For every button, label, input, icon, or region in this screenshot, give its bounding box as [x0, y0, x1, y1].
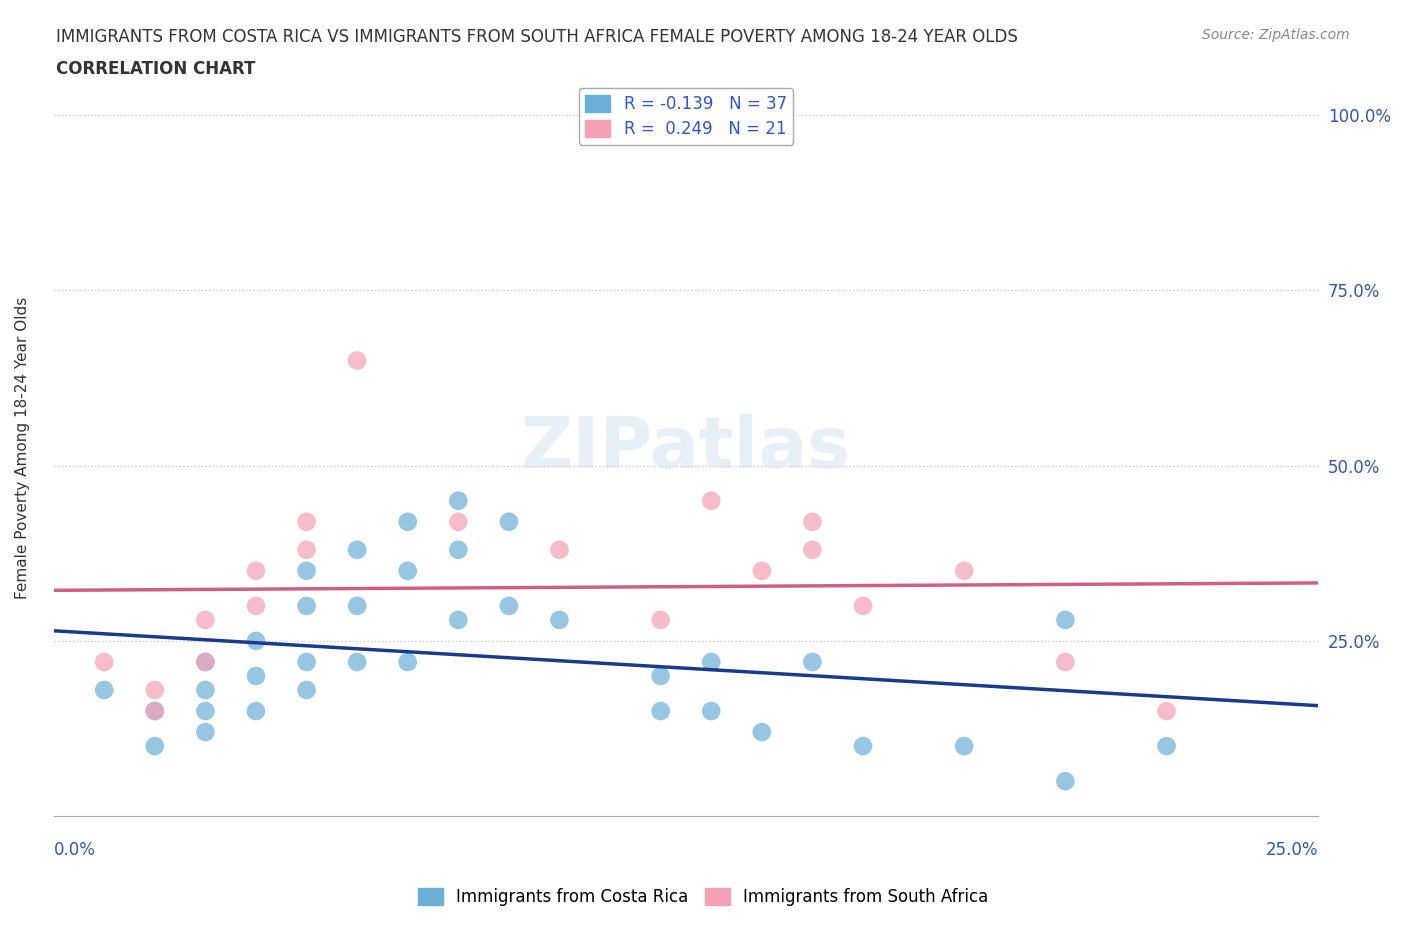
Point	[447, 613, 470, 628]
Y-axis label: Female Poverty Among 18-24 Year Olds: Female Poverty Among 18-24 Year Olds	[15, 297, 30, 599]
Point	[245, 564, 267, 578]
Point	[346, 598, 368, 613]
Point	[1054, 613, 1077, 628]
Point	[194, 613, 217, 628]
Point	[650, 613, 672, 628]
Point	[295, 655, 318, 670]
Point	[295, 598, 318, 613]
Point	[295, 683, 318, 698]
Point	[1054, 774, 1077, 789]
Text: CORRELATION CHART: CORRELATION CHART	[56, 60, 256, 78]
Point	[700, 704, 723, 719]
Point	[447, 542, 470, 557]
Text: 0.0%: 0.0%	[53, 842, 96, 859]
Point	[245, 704, 267, 719]
Point	[650, 704, 672, 719]
Point	[396, 564, 419, 578]
Point	[801, 514, 824, 529]
Point	[953, 738, 976, 753]
Point	[346, 542, 368, 557]
Point	[295, 514, 318, 529]
Legend: Immigrants from Costa Rica, Immigrants from South Africa: Immigrants from Costa Rica, Immigrants f…	[411, 881, 995, 912]
Point	[295, 564, 318, 578]
Point	[93, 655, 115, 670]
Point	[245, 633, 267, 648]
Text: 25.0%: 25.0%	[1265, 842, 1319, 859]
Point	[143, 704, 166, 719]
Point	[801, 655, 824, 670]
Point	[295, 542, 318, 557]
Point	[396, 514, 419, 529]
Point	[194, 724, 217, 739]
Point	[548, 613, 571, 628]
Point	[346, 655, 368, 670]
Point	[447, 514, 470, 529]
Point	[194, 683, 217, 698]
Point	[194, 704, 217, 719]
Point	[346, 353, 368, 368]
Point	[700, 493, 723, 508]
Point	[700, 655, 723, 670]
Point	[498, 598, 520, 613]
Point	[143, 738, 166, 753]
Point	[953, 564, 976, 578]
Point	[498, 514, 520, 529]
Point	[194, 655, 217, 670]
Point	[801, 542, 824, 557]
Point	[93, 683, 115, 698]
Point	[1156, 704, 1178, 719]
Point	[1054, 655, 1077, 670]
Point	[143, 704, 166, 719]
Point	[650, 669, 672, 684]
Text: Source: ZipAtlas.com: Source: ZipAtlas.com	[1202, 28, 1350, 42]
Point	[751, 564, 773, 578]
Point	[245, 669, 267, 684]
Point	[751, 724, 773, 739]
Point	[396, 655, 419, 670]
Point	[852, 738, 875, 753]
Point	[852, 598, 875, 613]
Legend: R = -0.139   N = 37, R =  0.249   N = 21: R = -0.139 N = 37, R = 0.249 N = 21	[578, 88, 793, 145]
Text: IMMIGRANTS FROM COSTA RICA VS IMMIGRANTS FROM SOUTH AFRICA FEMALE POVERTY AMONG : IMMIGRANTS FROM COSTA RICA VS IMMIGRANTS…	[56, 28, 1018, 46]
Point	[1156, 738, 1178, 753]
Point	[143, 683, 166, 698]
Point	[194, 655, 217, 670]
Text: ZIPatlas: ZIPatlas	[520, 414, 851, 483]
Point	[245, 598, 267, 613]
Point	[447, 493, 470, 508]
Point	[548, 542, 571, 557]
